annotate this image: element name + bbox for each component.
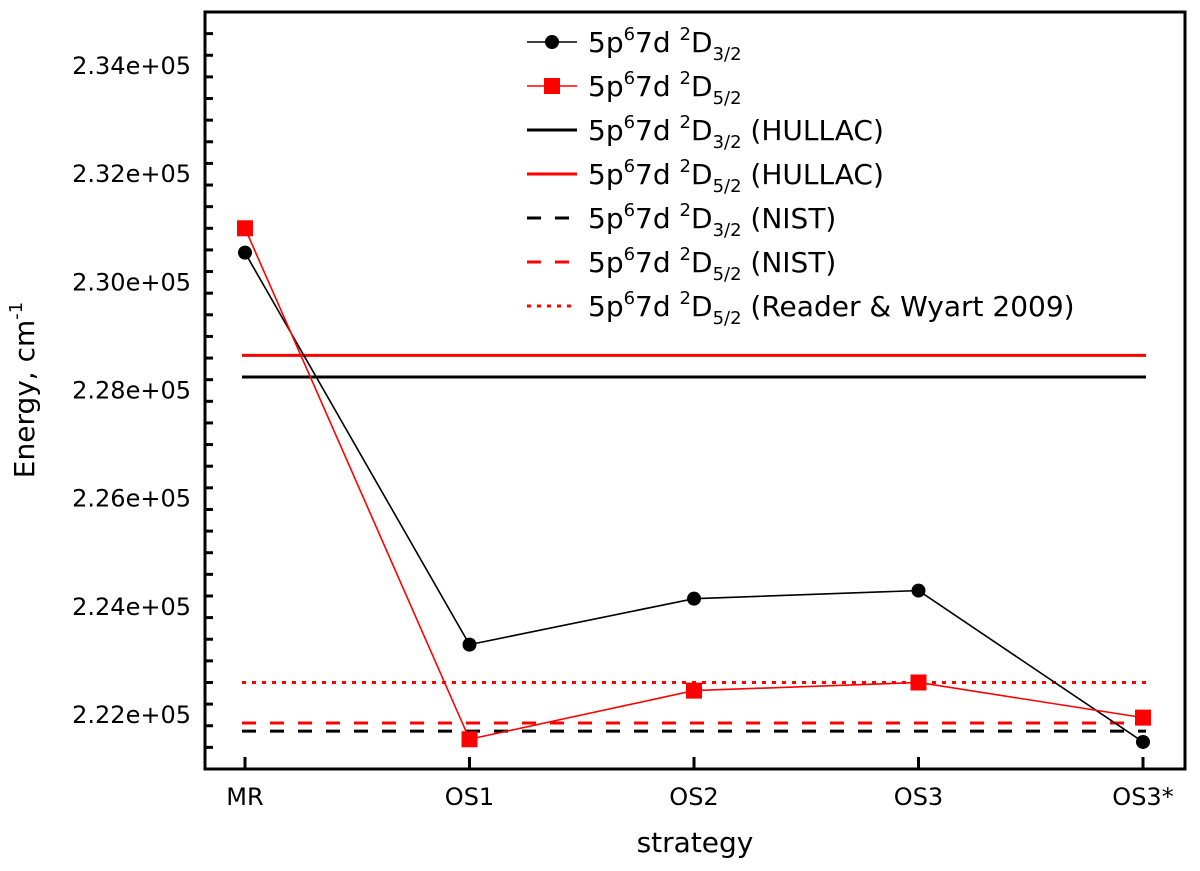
legend-label-part: 5p xyxy=(588,290,624,323)
legend-label-part: 3/2 xyxy=(713,44,742,65)
data-point xyxy=(686,682,702,699)
y-tick-label: 2.28e+05 xyxy=(72,377,191,405)
legend-label-5: 5p67d 2D5/2 (NIST) xyxy=(588,244,836,285)
data-point xyxy=(1136,734,1150,749)
legend-label-part: 5p xyxy=(588,114,624,147)
x-tick-label: OS3 xyxy=(894,783,943,811)
legend-label-part: D xyxy=(691,158,713,191)
data-point xyxy=(1135,709,1151,726)
legend-label-part: 5/2 xyxy=(713,308,742,329)
legend-label-part: D xyxy=(691,114,713,147)
y-tick-label: 2.34e+05 xyxy=(72,52,191,80)
legend-label-part: 7d xyxy=(635,202,680,235)
legend-label-2: 5p67d 2D3/2 (HULLAC) xyxy=(588,112,884,153)
series-layer xyxy=(237,220,1151,749)
legend-label-part: 6 xyxy=(624,288,635,309)
data-point xyxy=(237,220,253,237)
legend-label-part: 7d xyxy=(635,70,680,103)
data-point xyxy=(238,245,252,260)
y-axis-title: Energy, cm-1 xyxy=(6,302,41,478)
legend-label-part: 7d xyxy=(635,26,680,59)
legend-label-part: D xyxy=(691,70,713,103)
x-tick-label: OS3* xyxy=(1112,783,1173,811)
x-tick-label: OS2 xyxy=(669,783,718,811)
data-point xyxy=(462,637,477,652)
legend-label-part: 5/2 xyxy=(713,176,742,197)
legend-label-part: (NIST) xyxy=(742,202,837,235)
data-point xyxy=(910,674,927,691)
legend-label-part: 2 xyxy=(680,156,691,177)
legend-label-6: 5p67d 2D5/2 (Reader & Wyart 2009) xyxy=(588,288,1075,329)
legend-label-part: (Reader & Wyart 2009) xyxy=(742,290,1075,323)
x-tick-label: OS1 xyxy=(445,783,494,811)
data-point xyxy=(911,583,926,598)
legend-label-0: 5p67d 2D3/2 xyxy=(588,24,742,65)
legend-label-part: 2 xyxy=(680,200,691,221)
legend-label-part: 2 xyxy=(680,68,691,89)
legend-label-part: 5/2 xyxy=(713,88,742,109)
legend-label-3: 5p67d 2D5/2 (HULLAC) xyxy=(588,156,884,197)
y-axis: 2.22e+05 2.24e+05 2.26e+05 2.28e+05 2.30e+05… xyxy=(72,10,213,771)
legend-label-part: 7d xyxy=(635,246,680,279)
legend-label-part: 7d xyxy=(635,158,680,191)
legend-label-part: D xyxy=(691,246,713,279)
y-axis-title-main: Energy, cm xyxy=(8,320,41,479)
legend-marker xyxy=(544,78,560,94)
legend-label-part: 5p xyxy=(588,246,624,279)
legend-label-part: (HULLAC) xyxy=(742,114,884,147)
legend-label-part: 5p xyxy=(588,202,624,235)
x-axis: MR OS1 OS2 OS3 OS3* xyxy=(226,757,1174,811)
y-tick-label: 2.26e+05 xyxy=(72,485,191,513)
y-tick-label: 2.32e+05 xyxy=(72,160,191,188)
legend-label-part: 5p xyxy=(588,158,624,191)
y-axis-title-sup: -1 xyxy=(6,302,27,320)
legend-label-part: 5p xyxy=(588,70,624,103)
x-tick-label: MR xyxy=(226,783,263,811)
legend-label-part: 5/2 xyxy=(713,264,742,285)
legend-label-part: 6 xyxy=(624,156,635,177)
legend-label-part: 3/2 xyxy=(713,132,742,153)
legend-label-part: (HULLAC) xyxy=(742,158,884,191)
legend-label-part: 6 xyxy=(624,112,635,133)
legend-label-part: 6 xyxy=(624,24,635,45)
legend-label-part: 7d xyxy=(635,290,680,323)
data-point xyxy=(461,731,478,748)
legend-label-part: 6 xyxy=(624,68,635,89)
x-axis-title: strategy xyxy=(637,826,754,859)
legend-label-part: 6 xyxy=(624,200,635,221)
y-tick-label: 2.30e+05 xyxy=(72,268,191,296)
legend-label-part: 2 xyxy=(680,244,691,265)
legend-label-part: 7d xyxy=(635,114,680,147)
data-point xyxy=(687,591,701,606)
legend-label-part: D xyxy=(691,202,713,235)
legend-label-part: 2 xyxy=(680,24,691,45)
legend-label-4: 5p67d 2D3/2 (NIST) xyxy=(588,200,836,241)
legend-label-part: 2 xyxy=(680,112,691,133)
legend-label-part: 2 xyxy=(680,288,691,309)
legend-label-part: (NIST) xyxy=(742,246,837,279)
legend-label-part: 5p xyxy=(588,26,624,59)
legend-label-part: D xyxy=(691,26,713,59)
y-tick-label: 2.22e+05 xyxy=(72,701,191,729)
legend-label-part: 3/2 xyxy=(713,220,742,241)
y-tick-label: 2.24e+05 xyxy=(72,593,191,621)
series-line-0 xyxy=(244,252,1144,743)
legend-label-1: 5p67d 2D5/2 xyxy=(588,68,742,109)
legend-label-part: 6 xyxy=(624,244,635,265)
legend-marker xyxy=(545,35,559,49)
legend-label-part: D xyxy=(691,290,713,323)
